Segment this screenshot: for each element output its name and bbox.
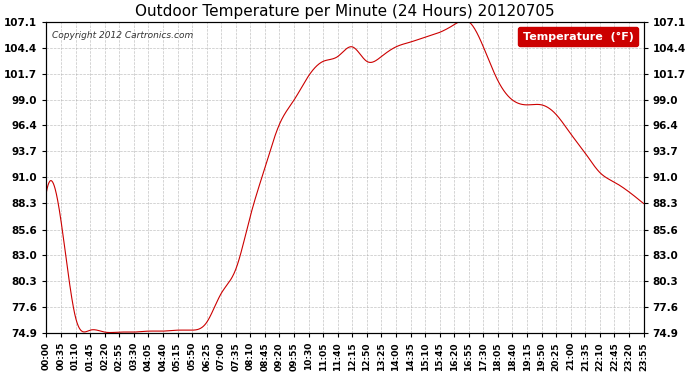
Title: Outdoor Temperature per Minute (24 Hours) 20120705: Outdoor Temperature per Minute (24 Hours… bbox=[135, 4, 555, 19]
Legend: Temperature  (°F): Temperature (°F) bbox=[518, 27, 638, 46]
Text: Copyright 2012 Cartronics.com: Copyright 2012 Cartronics.com bbox=[52, 31, 194, 40]
